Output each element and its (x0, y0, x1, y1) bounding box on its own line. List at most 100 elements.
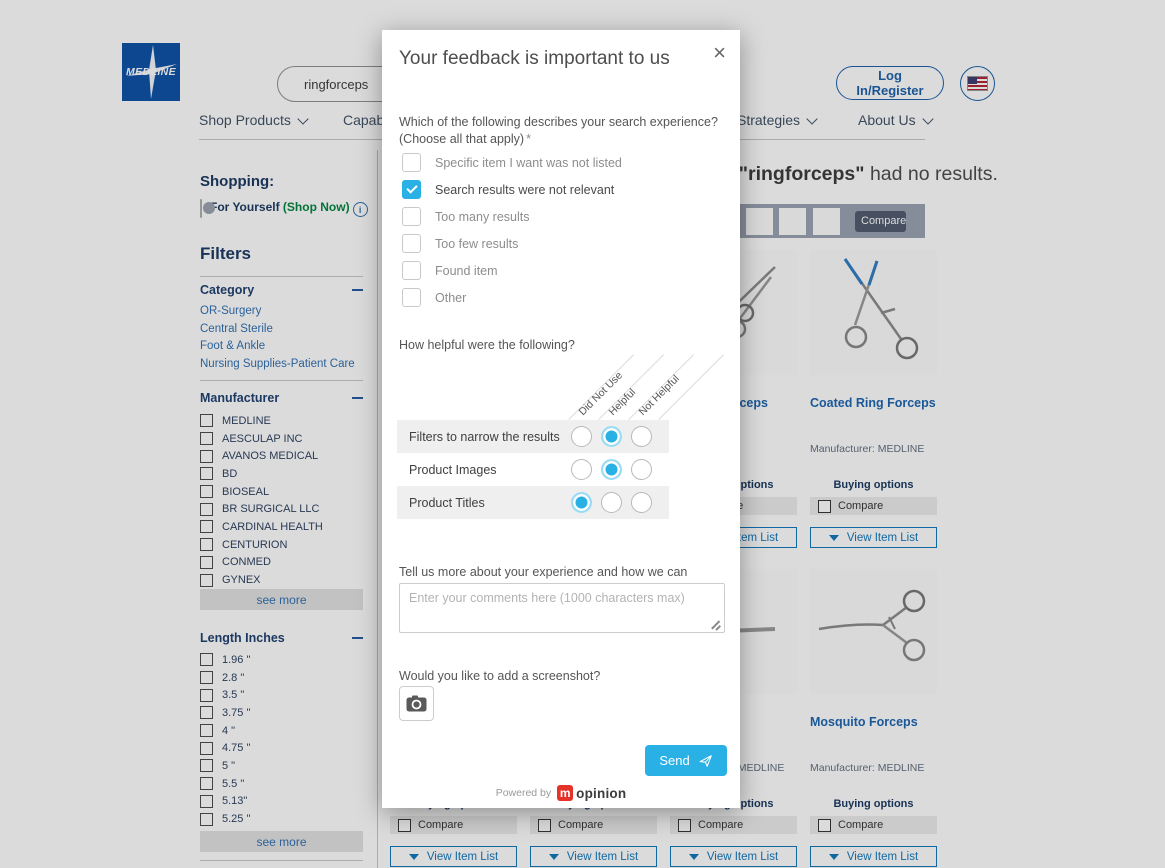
close-icon[interactable]: × (713, 40, 726, 65)
for-yourself-toggle[interactable] (200, 199, 215, 218)
checkbox-icon[interactable] (818, 499, 831, 513)
checkbox-icon[interactable] (200, 777, 213, 791)
checkbox-icon[interactable] (398, 818, 411, 832)
manufacturer-option[interactable]: CONMED (200, 554, 363, 572)
login-register-button[interactable]: Log In/Register (836, 66, 944, 100)
checkbox-icon[interactable] (200, 671, 213, 685)
view-item-list-button[interactable]: View Item List (390, 846, 517, 867)
radio-helpful[interactable] (601, 459, 622, 480)
collapse-minus-icon[interactable] (352, 636, 363, 640)
manufacturer-option[interactable]: BD (200, 465, 363, 483)
radio-not-helpful[interactable] (631, 459, 652, 480)
manufacturer-option[interactable]: MEDLINE (200, 412, 363, 430)
view-item-list-button[interactable]: View Item List (670, 846, 797, 867)
radio-helpful[interactable] (601, 492, 622, 513)
radio-did-not-use[interactable] (571, 426, 592, 447)
manufacturer-option[interactable]: CARDINAL HEALTH (200, 518, 363, 536)
checkbox-icon[interactable] (200, 573, 213, 587)
locale-button[interactable] (960, 66, 995, 101)
view-item-list-button[interactable]: View Item List (810, 846, 937, 867)
experience-choice[interactable]: Other (402, 284, 622, 311)
view-item-list-button[interactable]: View Item List (530, 846, 657, 867)
checkbox-icon[interactable] (200, 724, 213, 738)
shop-now-link[interactable]: (Shop Now) (282, 199, 350, 214)
length-option[interactable]: 5 " (200, 757, 363, 775)
checkbox-icon[interactable] (538, 818, 551, 832)
checkbox-icon[interactable] (200, 432, 213, 446)
manufacturer-option[interactable]: BIOSEAL (200, 483, 363, 501)
manufacturer-option[interactable]: AVANOS MEDICAL (200, 447, 363, 465)
radio-helpful[interactable] (601, 426, 622, 447)
checkbox-icon[interactable] (402, 261, 421, 280)
manufacturer-option[interactable]: BR SURGICAL LLC (200, 500, 363, 518)
length-option[interactable]: 4.75 " (200, 739, 363, 757)
experience-choice[interactable]: Too many results (402, 203, 622, 230)
checkbox-icon[interactable] (402, 288, 421, 307)
checkbox-icon[interactable] (402, 180, 421, 199)
checkbox-icon[interactable] (200, 555, 213, 569)
tray-compare-button[interactable]: Compare (855, 210, 906, 232)
checkbox-icon[interactable] (200, 653, 213, 667)
collapse-minus-icon[interactable] (352, 288, 363, 292)
compare-checkbox-row[interactable]: Compare (810, 497, 937, 515)
radio-did-not-use[interactable] (571, 492, 592, 513)
experience-choice[interactable]: Too few results (402, 230, 622, 257)
checkbox-icon[interactable] (200, 467, 213, 481)
collapse-minus-icon[interactable] (352, 396, 363, 400)
powered-by-footer[interactable]: Powered by m opinion (382, 785, 740, 801)
product-title[interactable]: Coated Ring Forceps (810, 396, 936, 410)
category-link[interactable]: OR-Surgery (200, 305, 262, 317)
checkbox-icon[interactable] (200, 688, 213, 702)
experience-choice[interactable]: Specific item I want was not listed (402, 149, 622, 176)
nav-shop-products[interactable]: Shop Products (199, 112, 309, 128)
length-option[interactable]: 3.5 " (200, 686, 363, 704)
category-link[interactable]: Foot & Ankle (200, 340, 266, 352)
send-button[interactable]: Send (645, 745, 727, 776)
comments-textarea[interactable] (399, 583, 725, 633)
category-link[interactable]: Nursing Supplies-Patient Care (200, 357, 355, 370)
checkbox-icon[interactable] (200, 520, 213, 534)
experience-choice[interactable]: Found item (402, 257, 622, 284)
add-screenshot-button[interactable] (399, 686, 434, 721)
checkbox-icon[interactable] (200, 741, 213, 755)
length-option[interactable]: 3.75 " (200, 704, 363, 722)
nav-strategies[interactable]: Strategies (737, 112, 818, 128)
checkbox-icon[interactable] (200, 502, 213, 516)
checkbox-icon[interactable] (200, 759, 213, 773)
checkbox-icon[interactable] (678, 818, 691, 832)
length-option[interactable]: 5.13" (200, 793, 363, 811)
radio-not-helpful[interactable] (631, 492, 652, 513)
checkbox-icon[interactable] (200, 812, 213, 826)
medline-logo[interactable]: MEDLINE (122, 43, 180, 101)
manufacturer-see-more-button[interactable]: see more (200, 589, 363, 610)
checkbox-icon[interactable] (402, 234, 421, 253)
checkbox-icon[interactable] (402, 153, 421, 172)
nav-about-us[interactable]: About Us (858, 112, 934, 128)
checkbox-icon[interactable] (818, 818, 831, 832)
experience-choice[interactable]: Search results were not relevant (402, 176, 622, 203)
checkbox-icon[interactable] (200, 706, 213, 720)
manufacturer-option[interactable]: GYNEX (200, 571, 363, 589)
length-option[interactable]: 5.25 " (200, 810, 363, 828)
info-icon[interactable]: i (352, 202, 368, 218)
compare-checkbox-row[interactable]: Compare (530, 816, 657, 834)
checkbox-icon[interactable] (200, 414, 213, 428)
compare-checkbox-row[interactable]: Compare (390, 816, 517, 834)
compare-checkbox-row[interactable]: Compare (670, 816, 797, 834)
radio-did-not-use[interactable] (571, 459, 592, 480)
manufacturer-option[interactable]: AESCULAP INC (200, 430, 363, 448)
category-link[interactable]: Central Sterile (200, 322, 273, 335)
checkbox-icon[interactable] (402, 207, 421, 226)
product-title[interactable]: Mosquito Forceps (810, 715, 918, 729)
checkbox-icon[interactable] (200, 485, 213, 499)
checkbox-icon[interactable] (200, 449, 213, 463)
manufacturer-option[interactable]: CENTURION (200, 536, 363, 554)
compare-checkbox-row[interactable]: Compare (810, 816, 937, 834)
radio-not-helpful[interactable] (631, 426, 652, 447)
checkbox-icon[interactable] (200, 794, 213, 808)
length-option[interactable]: 1.96 " (200, 651, 363, 669)
length-option[interactable]: 5.5 " (200, 775, 363, 793)
length-option[interactable]: 2.8 " (200, 669, 363, 687)
checkbox-icon[interactable] (200, 538, 213, 552)
length-see-more-button[interactable]: see more (200, 831, 363, 852)
